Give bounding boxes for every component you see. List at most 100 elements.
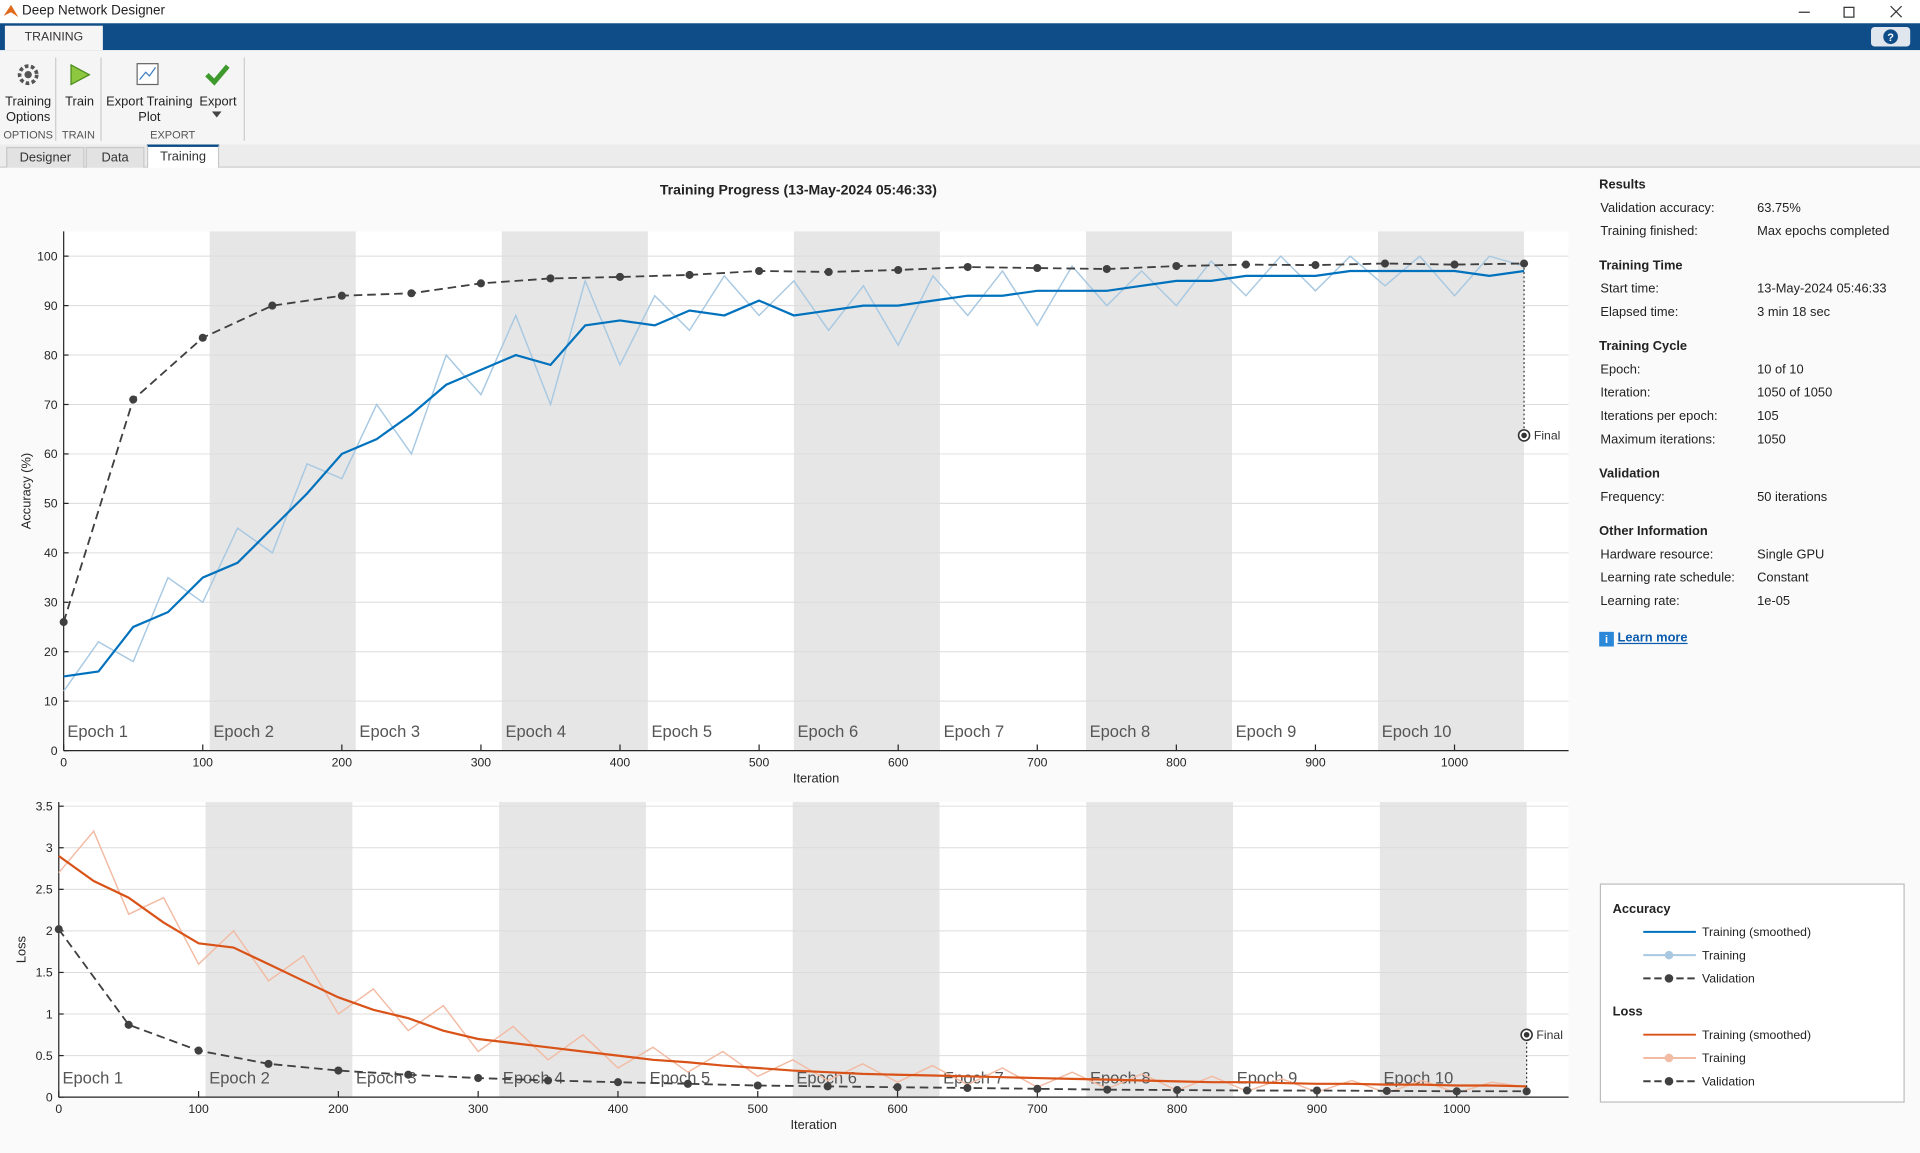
x-tick-label: 1000 [1441,756,1468,770]
epoch-label: Epoch 7 [943,1069,1004,1088]
validation-point [1033,263,1042,273]
y-tick-label: 60 [44,447,58,461]
legend-entry: Training (smoothed) [1702,925,1811,939]
figure-title: Training Progress (13-May-2024 05:46:33) [659,183,937,199]
validation-point [1243,1086,1252,1095]
learn-more-text[interactable]: Learn more [1617,630,1688,646]
x-tick-label: 700 [1027,1102,1048,1116]
epoch-band [1378,231,1525,751]
x-tick-label: 200 [328,1102,349,1116]
legend-entry: Training (smoothed) [1702,1028,1811,1042]
info-value: Single GPU [1757,547,1825,563]
validation-point [59,618,68,627]
learn-more-link[interactable]: i Learn more [1599,631,1905,647]
info-key: Elapsed time: [1600,304,1679,320]
info-key: Start time: [1600,281,1660,297]
x-axis-label: Iteration [793,770,839,785]
validation-point [268,301,277,310]
validation-point [337,291,346,300]
validation-point [1522,1087,1531,1096]
panel-section: Other Information Hardware resource: Singl… [1599,520,1905,613]
info-key: Maximum iterations: [1600,432,1716,447]
export-plot-button[interactable]: Export Training Plot [106,94,193,125]
info-key: Validation accuracy: [1600,200,1715,216]
x-tick-label: 600 [887,1102,908,1116]
y-tick-label: 2.5 [36,883,53,897]
validation-point [1311,261,1320,270]
options-icon [17,64,39,86]
section-title: Training Time [1599,258,1683,274]
x-tick-label: 700 [1027,756,1048,770]
document-tab[interactable]: Designer [6,146,85,168]
validation-point [683,1079,692,1088]
final-marker-dot [1523,1031,1530,1038]
validation-point [407,289,416,298]
document-tab[interactable]: Data [85,146,145,168]
info-key: Frequency: [1600,489,1665,505]
epoch-label: Epoch 4 [505,722,566,741]
series-line [63,255,1525,692]
validation-point [334,1066,343,1075]
x-tick-label: 0 [55,1102,62,1116]
epoch-label: Epoch 3 [359,722,420,741]
validation-point [894,265,903,275]
epoch-band [499,802,646,1098]
validation-point [474,1073,483,1083]
validation-point [1380,259,1390,268]
epoch-label: Epoch 8 [1090,1069,1151,1088]
x-tick-label: 300 [471,756,492,770]
group-label: EXPORT [150,128,196,141]
validation-point [1312,1086,1321,1095]
y-tick-label: 1.5 [36,966,53,980]
info-value: 50 iterations [1757,489,1828,505]
toolstrip-tab[interactable]: TRAINING [4,25,103,51]
y-axis-label: Accuracy (%) [19,453,34,529]
export-button[interactable]: Export [199,94,237,109]
epoch-label: Epoch 2 [213,722,274,741]
epoch-band [209,231,356,751]
export-icon [205,64,230,86]
validation-point [963,1083,972,1093]
info-row: Start time: 13-May-2024 05:46:33 [1599,278,1905,301]
series-line [58,829,1527,1094]
x-tick-label: 800 [1167,1102,1188,1116]
validation-point [1450,260,1459,269]
x-tick-label: 100 [193,756,214,770]
section-title: Training Cycle [1599,339,1688,354]
validation-point [1102,264,1111,274]
chart: Epoch 1 Epoch 2 Epoch 3 Epoch 4 Epoch 5 Epoch… [19,231,1569,785]
info-row: Iteration: 1050 of 1050 [1599,382,1905,405]
info-key: Iterations per epoch: [1600,408,1718,424]
validation-point [1103,1085,1112,1094]
epoch-label: Epoch 9 [1236,722,1297,741]
validation-point [1520,259,1529,268]
epoch-label: Epoch 2 [209,1069,270,1088]
validation-point [476,279,485,288]
y-tick-label: 20 [44,645,58,659]
train-button[interactable]: Train [65,94,94,109]
info-value: Max epochs completed [1757,224,1890,239]
info-key: Iteration: [1600,385,1651,401]
final-label: Final [1536,1028,1563,1042]
validation-point [1382,1086,1391,1095]
dropdown-arrow[interactable] [211,111,222,118]
document-tabs: Designer Data Training [0,144,1920,169]
x-tick-label: 600 [888,756,909,770]
document-tab[interactable]: Training [146,144,220,169]
separator [243,57,245,141]
validation-point [823,1082,832,1091]
help-button[interactable]: ? [1871,26,1911,47]
validation-point [546,274,555,283]
validation-point [124,1020,133,1029]
x-tick-label: 900 [1305,756,1326,770]
window-controls[interactable] [1788,2,1910,20]
epoch-label: Epoch 1 [67,722,128,741]
training-options-button[interactable]: Training Options [5,94,52,125]
info-value: Constant [1757,570,1809,586]
y-tick-label: 10 [44,694,58,708]
toolstrip-tabs: TRAINING ? [0,23,1920,51]
validation-point [1452,1087,1461,1096]
x-tick-label: 1000 [1443,1102,1470,1116]
legend-marker [1664,974,1674,983]
